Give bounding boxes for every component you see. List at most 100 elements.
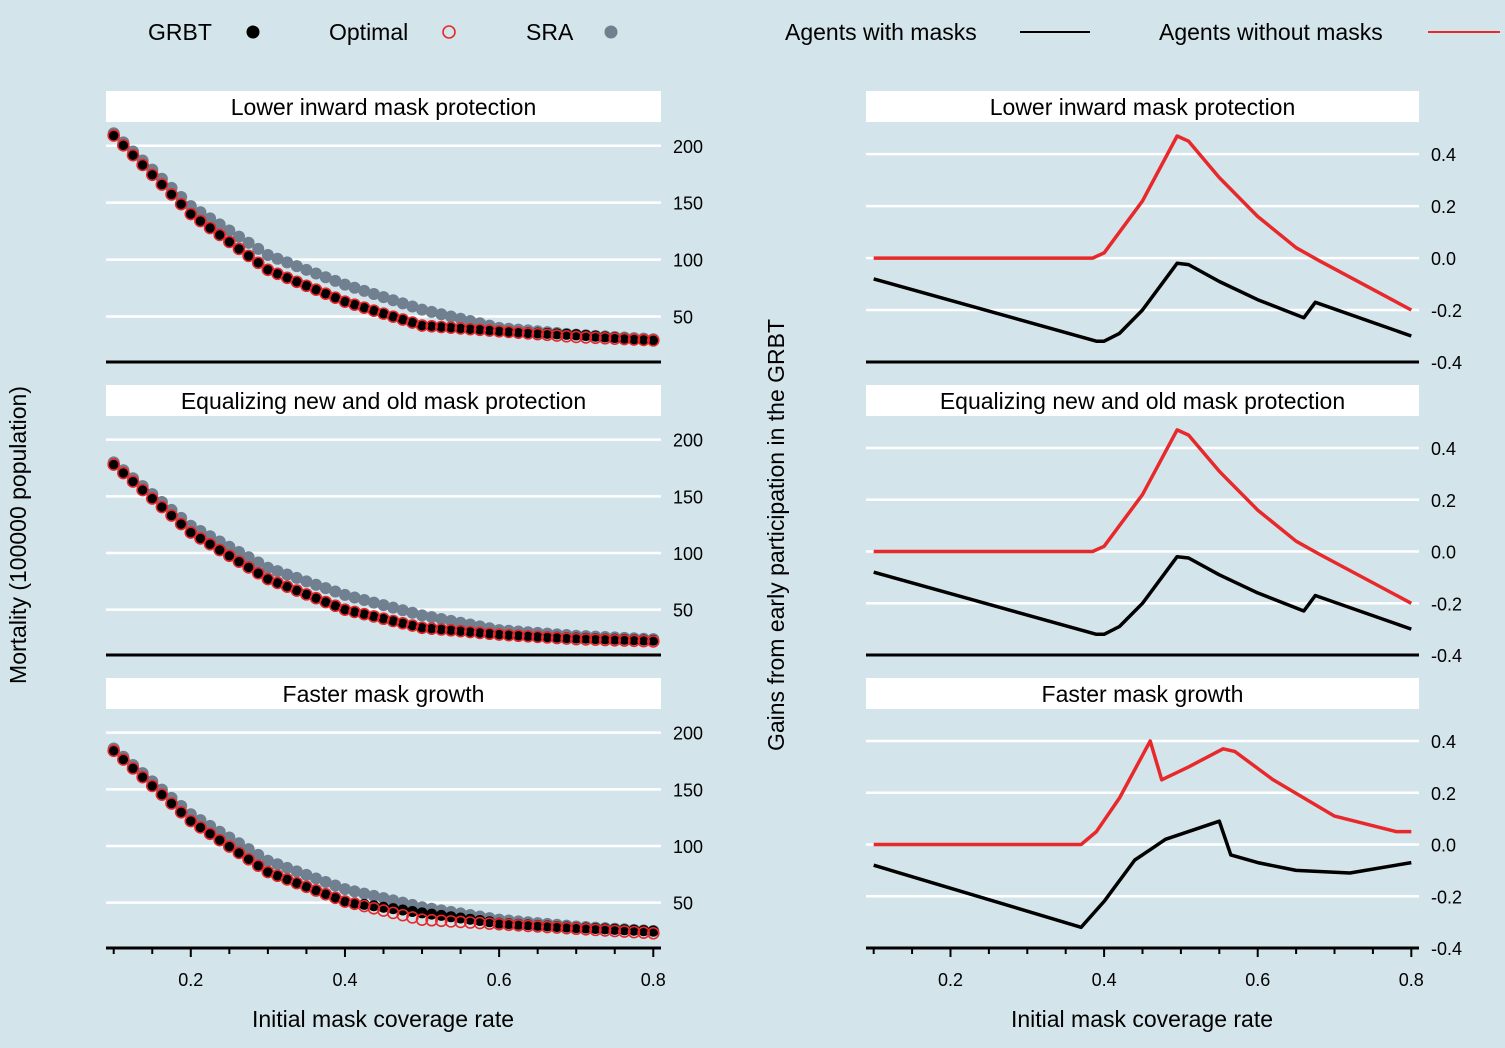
data-point xyxy=(435,308,448,321)
data-point xyxy=(338,588,351,601)
series-line-agents-without-masks xyxy=(873,428,1413,605)
data-point xyxy=(233,556,245,568)
series-line-agents-with-masks xyxy=(873,261,1412,343)
series-line-agents-without-masks xyxy=(873,739,1412,847)
data-point xyxy=(310,284,322,296)
data-point xyxy=(646,334,660,347)
y-tick-label: 0.2 xyxy=(1431,197,1456,217)
data-point xyxy=(242,853,255,866)
data-point xyxy=(175,518,187,530)
data-point xyxy=(290,571,303,584)
data-point xyxy=(155,500,169,514)
data-point xyxy=(627,634,641,648)
data-point xyxy=(281,568,294,581)
data-point xyxy=(261,561,274,574)
data-point xyxy=(435,623,448,636)
data-point xyxy=(502,918,516,932)
data-point xyxy=(338,883,351,896)
y-tick-label: -0.2 xyxy=(1431,594,1462,614)
data-point xyxy=(339,604,351,616)
data-point xyxy=(435,320,448,334)
data-point xyxy=(425,913,438,927)
data-point xyxy=(165,188,178,201)
data-point xyxy=(108,130,120,142)
data-point xyxy=(137,484,149,496)
series-line-agents-without-masks xyxy=(873,134,1413,312)
data-point xyxy=(146,169,158,181)
data-point xyxy=(252,848,265,861)
data-point xyxy=(348,591,361,604)
data-point xyxy=(416,320,428,332)
data-point xyxy=(252,860,264,872)
data-point xyxy=(242,236,255,249)
data-point xyxy=(492,917,506,931)
x-tick-label: 0.6 xyxy=(1245,970,1270,990)
data-point xyxy=(463,322,477,336)
data-point xyxy=(492,324,506,338)
data-point xyxy=(560,632,573,645)
y-tick-label: -0.4 xyxy=(1431,353,1462,373)
data-point xyxy=(232,846,246,860)
data-point xyxy=(541,328,554,342)
data-point xyxy=(416,609,429,622)
data-point xyxy=(483,628,495,640)
data-point xyxy=(455,322,467,334)
panel-right-2: Equalizing new and old mask protection -0… xyxy=(866,385,1462,666)
data-point xyxy=(194,821,206,833)
data-point xyxy=(531,920,544,933)
y-tick-label: 50 xyxy=(673,307,693,327)
data-point xyxy=(232,555,246,568)
data-point xyxy=(127,762,139,774)
data-point xyxy=(367,596,380,609)
data-point xyxy=(444,614,457,627)
left-y-axis-title: Mortality (100000 population) xyxy=(5,386,31,684)
data-point xyxy=(638,334,650,346)
data-point xyxy=(272,577,284,589)
data-point xyxy=(627,925,641,939)
data-point xyxy=(455,625,467,637)
y-tick-label: 100 xyxy=(673,544,703,564)
data-point xyxy=(290,865,303,878)
data-point xyxy=(551,631,563,643)
data-point xyxy=(377,599,390,612)
data-point xyxy=(166,798,178,809)
data-point xyxy=(117,139,130,152)
data-point xyxy=(281,256,294,269)
data-point xyxy=(493,629,505,641)
data-point xyxy=(310,578,323,591)
data-point xyxy=(387,601,400,614)
data-point xyxy=(589,633,602,647)
data-point xyxy=(473,916,487,930)
data-point xyxy=(435,914,448,928)
data-point xyxy=(185,815,197,827)
y-tick-label: 0.0 xyxy=(1431,543,1456,563)
data-point xyxy=(618,332,630,344)
data-point xyxy=(522,630,534,642)
y-tick-label: -0.2 xyxy=(1431,887,1462,907)
data-point xyxy=(194,532,206,544)
data-point xyxy=(243,250,255,262)
data-point xyxy=(271,858,284,871)
data-point xyxy=(310,872,323,885)
data-point xyxy=(329,600,341,612)
data-point xyxy=(464,323,476,335)
data-point xyxy=(483,627,496,641)
data-point xyxy=(464,913,476,925)
data-point xyxy=(454,322,467,335)
data-point xyxy=(627,333,641,346)
data-point xyxy=(598,924,612,937)
data-point xyxy=(454,624,467,638)
legend-label: Optimal xyxy=(329,19,408,45)
y-tick-label: 50 xyxy=(673,894,693,914)
data-point xyxy=(320,596,332,608)
data-point xyxy=(569,632,583,646)
data-point xyxy=(310,884,322,896)
series-optimal xyxy=(107,129,660,347)
data-point xyxy=(204,538,216,550)
data-point xyxy=(406,606,419,619)
data-point xyxy=(136,483,149,497)
data-point xyxy=(165,509,178,522)
data-point xyxy=(166,188,178,200)
data-point xyxy=(319,582,332,595)
data-point xyxy=(310,267,323,280)
